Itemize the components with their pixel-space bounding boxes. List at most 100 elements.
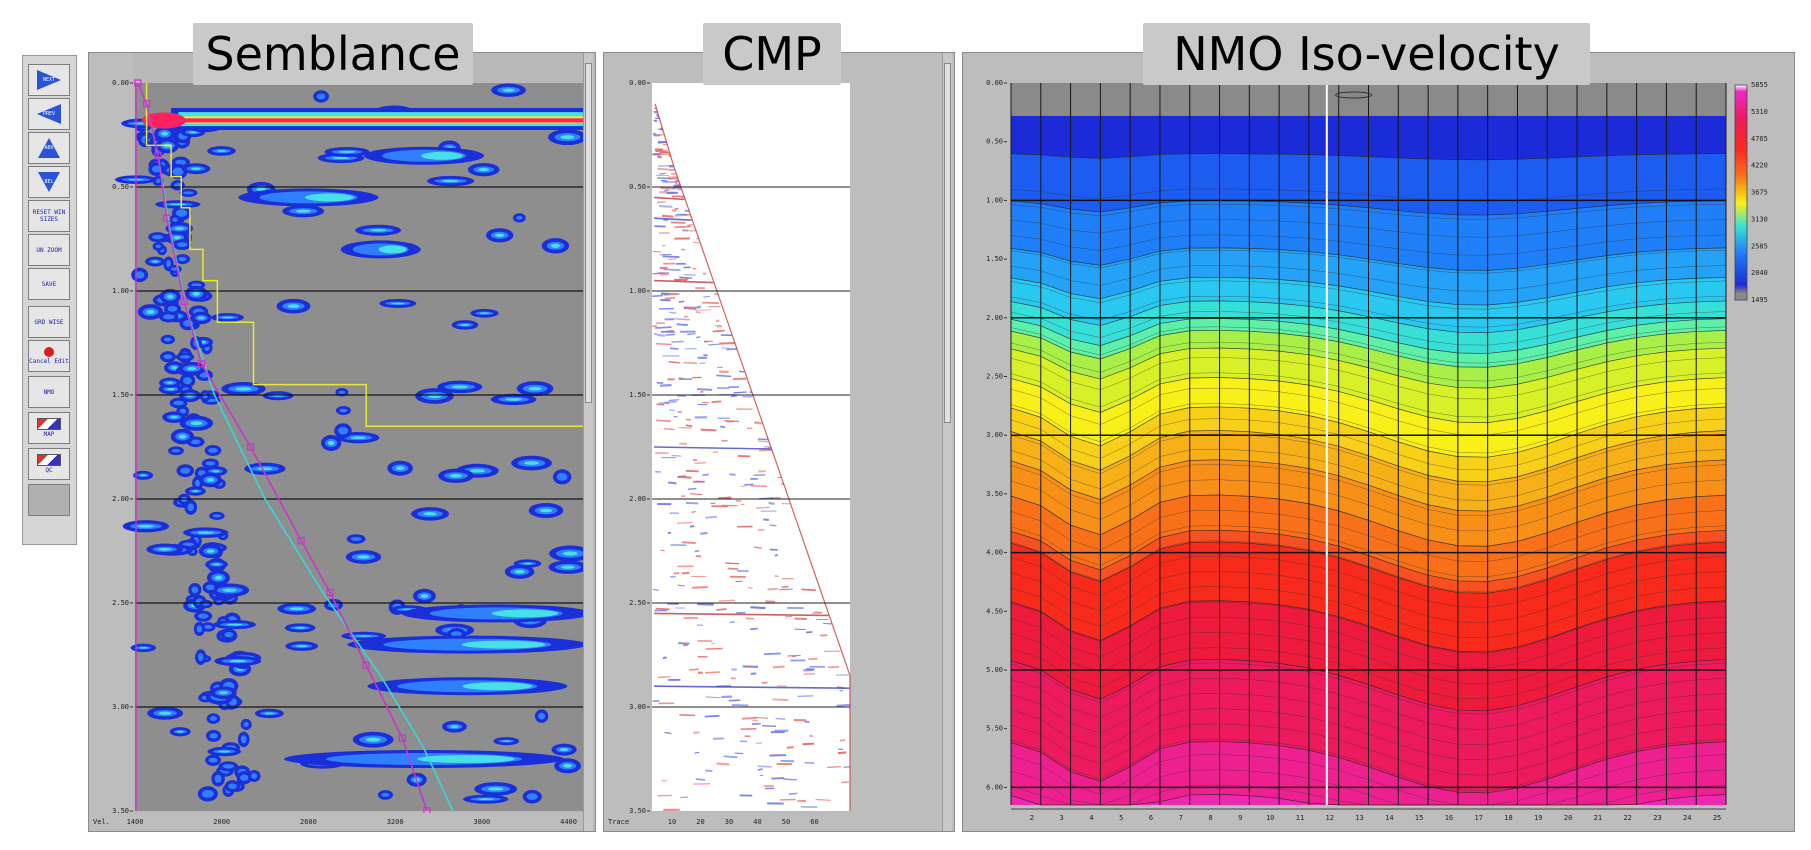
bel-button[interactable]: BEL xyxy=(28,166,70,198)
semblance-blob xyxy=(212,514,222,518)
nmo-time-tick: 5.00 xyxy=(986,666,1003,674)
cancel-edit-button[interactable]: Cancel Edit xyxy=(28,340,70,372)
cmp-trace-wiggle xyxy=(695,311,701,314)
semblance-blob xyxy=(167,306,178,312)
cmp-trace-wiggle xyxy=(740,503,745,506)
semblance-scrollbar[interactable] xyxy=(583,53,593,831)
semblance-blob xyxy=(151,260,159,263)
semblance-blob xyxy=(172,167,184,176)
semblance-blob xyxy=(228,783,237,789)
cmp-trace-wiggle xyxy=(691,510,696,513)
semblance-event xyxy=(462,682,533,691)
semblance-blob xyxy=(151,165,162,173)
cmp-trace-wiggle xyxy=(655,419,671,423)
semblance-blob xyxy=(350,436,366,439)
grid-wise-button[interactable]: GRD WISE xyxy=(28,306,70,338)
cmp-trace-wiggle xyxy=(670,221,686,224)
grid-wise-label: GRD WISE xyxy=(34,318,64,326)
semblance-blob xyxy=(163,314,175,320)
cmp-trace-wiggle xyxy=(671,340,684,343)
cmp-trace-wiggle xyxy=(757,765,772,768)
cmp-trace-wiggle xyxy=(651,294,663,298)
cmp-trace-wiggle xyxy=(705,769,713,773)
cmp-trace-wiggle xyxy=(778,588,793,591)
semblance-pick-point xyxy=(326,588,334,597)
semblance-pick-point xyxy=(197,360,206,368)
semblance-blob xyxy=(191,490,199,493)
semblance-blob xyxy=(524,461,539,465)
un-zoom-button[interactable]: UN ZOOM xyxy=(28,234,70,266)
cmp-scrollbar[interactable] xyxy=(942,53,952,831)
nmo-x-tick: 25 xyxy=(1713,814,1721,822)
cmp-trace-wiggle xyxy=(729,473,736,476)
nmo-colorbar-tick: 3130 xyxy=(1751,215,1768,223)
nmo-time-tick: 1.50 xyxy=(986,255,1003,263)
semblance-blob xyxy=(539,508,553,513)
cmp-trace-wiggle xyxy=(652,250,662,253)
semblance-blob xyxy=(201,789,214,798)
semblance-event xyxy=(417,755,516,763)
cmp-trace-wiggle xyxy=(684,209,690,212)
semblance-event xyxy=(491,609,559,618)
cmp-time-tick: 0.50 xyxy=(629,183,646,191)
cmp-trace-wiggle xyxy=(696,624,704,627)
map-button[interactable]: MAP xyxy=(28,412,70,444)
cmp-trace-wiggle xyxy=(705,671,721,674)
semblance-blob xyxy=(155,244,161,249)
cmp-time-tick: 1.50 xyxy=(629,391,646,399)
next-button[interactable]: NEXT xyxy=(28,64,70,96)
semblance-blob xyxy=(163,337,172,342)
prev-button[interactable]: PREV xyxy=(28,98,70,130)
semblance-time-tick: 2.00 xyxy=(112,495,129,503)
cmp-trace-wiggle xyxy=(668,399,679,402)
nmo-x-tick: 4 xyxy=(1089,814,1093,822)
semblance-blob xyxy=(209,733,218,739)
semblance-blob xyxy=(294,626,306,629)
cmp-trace-wiggle xyxy=(667,176,678,179)
semblance-blob xyxy=(420,594,429,598)
cmp-x-tick: 30 xyxy=(725,818,733,826)
qc-button[interactable]: QC xyxy=(28,448,70,480)
cmp-trace-wiggle xyxy=(671,209,677,212)
cmp-x-tick: 60 xyxy=(810,818,818,826)
semblance-pick-point xyxy=(134,79,142,87)
save-button[interactable]: SAVE xyxy=(28,268,70,300)
cmp-trace-wiggle xyxy=(716,374,732,378)
nmo-isovelocity-plot[interactable]: 0.00 0.50 1.00 1.50 2.00 2.50 3.00 3.50 4.00 4.50… xyxy=(963,53,1794,831)
cmp-trace-wiggle xyxy=(758,449,773,452)
semblance-blob xyxy=(224,631,234,638)
nmo-button[interactable]: NMO xyxy=(28,376,70,408)
abv-button[interactable]: ABV xyxy=(28,132,70,164)
reset-win-sizes-button[interactable]: RESET WIN SIZES xyxy=(28,200,70,232)
cmp-first-break xyxy=(654,103,851,811)
cmp-trace-wiggle xyxy=(700,531,708,535)
semblance-blob xyxy=(327,440,335,446)
semblance-blob xyxy=(487,787,504,791)
semblance-blob xyxy=(198,653,204,662)
semblance-time-tick: 3.50 xyxy=(112,807,129,815)
nmo-x-tick: 13 xyxy=(1355,814,1363,822)
cmp-time-tick: 2.50 xyxy=(629,599,646,607)
semblance-blob xyxy=(526,793,538,801)
cmp-trace-wiggle xyxy=(724,419,740,423)
semblance-blob xyxy=(195,479,201,487)
nmo-x-tick: 21 xyxy=(1594,814,1602,822)
cmp-trace-wiggle xyxy=(711,400,722,404)
semblance-mute-limit-line xyxy=(145,83,583,427)
semblance-blob xyxy=(522,562,533,565)
semblance-blob xyxy=(172,217,178,222)
semblance-x-tick: 3200 xyxy=(387,818,404,826)
nmo-colorbar-tick: 5310 xyxy=(1751,108,1768,116)
semblance-blob xyxy=(505,398,522,401)
semblance-time-tick: 1.50 xyxy=(112,391,129,399)
semblance-blob xyxy=(158,711,172,715)
cmp-trace-wiggle xyxy=(697,305,702,309)
cmp-trace-wiggle xyxy=(662,255,680,259)
blank-button[interactable] xyxy=(28,484,70,516)
semblance-blob xyxy=(514,569,525,574)
semblance-blob xyxy=(449,474,463,478)
cmp-trace-wiggle xyxy=(750,627,758,631)
nmo-x-tick: 15 xyxy=(1415,814,1423,822)
